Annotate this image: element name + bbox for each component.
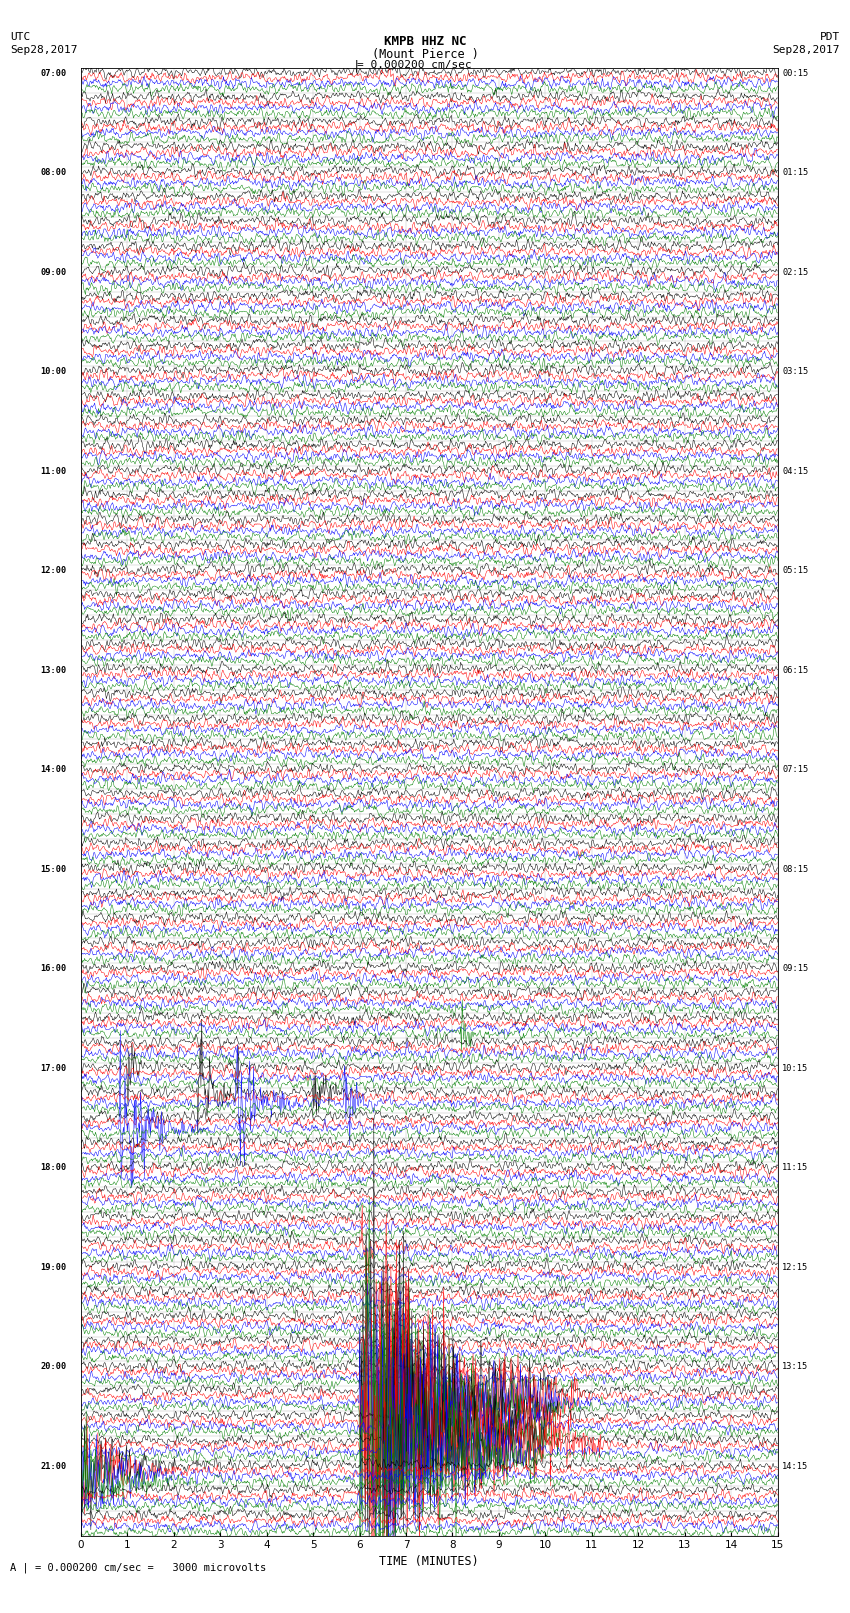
Text: 06:15: 06:15 [782, 666, 808, 674]
Text: 10:15: 10:15 [782, 1065, 808, 1073]
Text: 11:15: 11:15 [782, 1163, 808, 1173]
Text: 09:15: 09:15 [782, 965, 808, 973]
Text: PDT: PDT [819, 32, 840, 42]
Text: 07:15: 07:15 [782, 765, 808, 774]
Text: 11:00: 11:00 [41, 466, 67, 476]
Text: 02:15: 02:15 [782, 268, 808, 277]
Text: 12:15: 12:15 [782, 1263, 808, 1273]
Text: = 0.000200 cm/sec: = 0.000200 cm/sec [357, 60, 472, 69]
Text: 19:00: 19:00 [41, 1263, 67, 1273]
Text: 13:00: 13:00 [41, 666, 67, 674]
Text: 18:00: 18:00 [41, 1163, 67, 1173]
Text: 08:00: 08:00 [41, 168, 67, 177]
Text: 03:15: 03:15 [782, 368, 808, 376]
Text: 07:00: 07:00 [41, 69, 67, 77]
Text: |: | [353, 60, 360, 73]
Text: 12:00: 12:00 [41, 566, 67, 576]
X-axis label: TIME (MINUTES): TIME (MINUTES) [379, 1555, 479, 1568]
Text: 16:00: 16:00 [41, 965, 67, 973]
Text: 04:15: 04:15 [782, 466, 808, 476]
Text: 01:15: 01:15 [782, 168, 808, 177]
Text: A | = 0.000200 cm/sec =   3000 microvolts: A | = 0.000200 cm/sec = 3000 microvolts [10, 1563, 266, 1573]
Text: 20:00: 20:00 [41, 1363, 67, 1371]
Text: 09:00: 09:00 [41, 268, 67, 277]
Text: (Mount Pierce ): (Mount Pierce ) [371, 48, 479, 61]
Text: 15:00: 15:00 [41, 865, 67, 874]
Text: 00:15: 00:15 [782, 69, 808, 77]
Text: 14:15: 14:15 [782, 1461, 808, 1471]
Text: 21:00: 21:00 [41, 1461, 67, 1471]
Text: Sep28,2017: Sep28,2017 [10, 45, 77, 55]
Text: Sep28,2017: Sep28,2017 [773, 45, 840, 55]
Text: 08:15: 08:15 [782, 865, 808, 874]
Text: 10:00: 10:00 [41, 368, 67, 376]
Text: KMPB HHZ NC: KMPB HHZ NC [383, 35, 467, 48]
Text: 17:00: 17:00 [41, 1065, 67, 1073]
Text: 05:15: 05:15 [782, 566, 808, 576]
Text: 14:00: 14:00 [41, 765, 67, 774]
Text: 13:15: 13:15 [782, 1363, 808, 1371]
Text: UTC: UTC [10, 32, 31, 42]
